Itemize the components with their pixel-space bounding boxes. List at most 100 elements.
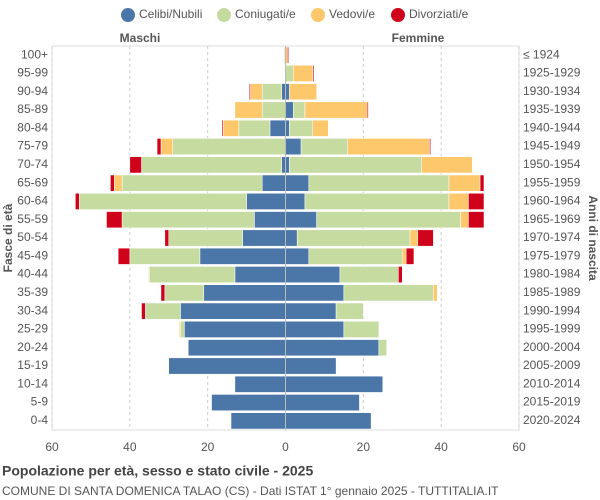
birth-year-label: 2005-2009 bbox=[523, 358, 581, 372]
female-bar bbox=[402, 247, 407, 265]
x-tick-label: 20 bbox=[357, 440, 371, 454]
male-bar bbox=[141, 156, 282, 174]
x-tick-label: 0 bbox=[282, 440, 289, 454]
birth-year-label: 1935-1939 bbox=[523, 102, 581, 116]
birth-year-label: 1945-1949 bbox=[523, 139, 581, 153]
age-label: 35-39 bbox=[17, 285, 48, 299]
male-bar bbox=[184, 321, 286, 338]
birth-year-label: 1980-1984 bbox=[523, 267, 581, 281]
male-bar bbox=[172, 138, 286, 155]
male-bar bbox=[187, 339, 286, 357]
legend-label: Divorziati/e bbox=[409, 7, 469, 21]
female-bar bbox=[285, 357, 337, 375]
male-bar bbox=[261, 83, 282, 101]
male-bar bbox=[156, 138, 162, 155]
female-bar bbox=[285, 284, 345, 302]
male-bar bbox=[180, 302, 286, 320]
male-bar bbox=[117, 247, 131, 265]
male-bar bbox=[281, 83, 286, 101]
female-bar bbox=[339, 266, 399, 283]
female-bar bbox=[285, 119, 290, 137]
female-bar bbox=[285, 412, 372, 430]
male-bar bbox=[75, 193, 80, 210]
female-bar bbox=[468, 211, 485, 229]
female-bar bbox=[308, 174, 450, 192]
legend-marker bbox=[391, 8, 405, 22]
male-bar bbox=[221, 119, 224, 137]
male-bar bbox=[234, 101, 263, 119]
male-bar bbox=[106, 211, 123, 229]
left-label: Maschi bbox=[120, 31, 161, 45]
female-bar bbox=[293, 65, 313, 82]
male-bar bbox=[145, 302, 181, 320]
legend-label: Vedovi/e bbox=[329, 7, 375, 21]
female-bar bbox=[448, 193, 469, 210]
male-bar bbox=[222, 119, 240, 137]
legend-marker bbox=[121, 8, 135, 22]
female-bar bbox=[285, 138, 302, 155]
female-bar bbox=[285, 83, 290, 101]
female-bar bbox=[421, 156, 473, 174]
female-bar bbox=[285, 174, 310, 192]
female-bar bbox=[378, 339, 387, 357]
female-bar bbox=[285, 321, 345, 338]
legend-label: Celibi/Nubili bbox=[139, 7, 202, 21]
age-label: 20-24 bbox=[17, 340, 48, 354]
birth-year-label: 2015-2019 bbox=[523, 395, 581, 409]
female-bar bbox=[285, 193, 306, 210]
female-bar bbox=[289, 83, 317, 101]
male-bar bbox=[261, 174, 286, 192]
female-bar bbox=[285, 266, 341, 283]
birth-year-label: ≤ 1924 bbox=[523, 47, 560, 61]
female-bar bbox=[285, 65, 294, 82]
age-label: 85-89 bbox=[17, 102, 48, 116]
birth-year-label: 1950-1954 bbox=[523, 157, 581, 171]
x-tick-label: 60 bbox=[45, 440, 59, 454]
male-bar bbox=[234, 266, 286, 283]
male-bar bbox=[168, 357, 286, 375]
female-bar bbox=[285, 101, 294, 119]
female-bar bbox=[448, 174, 481, 192]
male-bar bbox=[246, 193, 286, 210]
female-bar bbox=[285, 339, 380, 357]
chart-subtitle: COMUNE DI SANTA DOMENICA TALAO (CS) - Da… bbox=[2, 484, 499, 498]
age-label: 15-19 bbox=[17, 358, 48, 372]
birth-year-label: 1940-1944 bbox=[523, 120, 581, 134]
male-bar bbox=[179, 321, 181, 338]
age-label: 95-99 bbox=[17, 66, 48, 80]
female-bar bbox=[405, 247, 415, 265]
female-bar bbox=[285, 375, 384, 393]
male-bar bbox=[249, 83, 251, 101]
female-bar bbox=[304, 101, 368, 119]
female-bar bbox=[296, 229, 411, 247]
male-bar bbox=[164, 229, 170, 247]
male-bar bbox=[180, 321, 185, 338]
female-bar bbox=[285, 211, 317, 229]
female-bar bbox=[479, 174, 485, 192]
female-bar bbox=[285, 302, 337, 320]
female-bar bbox=[312, 65, 315, 82]
female-bar bbox=[312, 119, 329, 137]
female-bar bbox=[335, 302, 364, 320]
birth-year-label: 1985-1989 bbox=[523, 285, 581, 299]
age-label: 0-4 bbox=[31, 413, 49, 427]
female-bar bbox=[460, 211, 469, 229]
female-bar bbox=[316, 211, 461, 229]
male-bar bbox=[121, 211, 255, 229]
male-bar bbox=[148, 266, 150, 283]
female-bar bbox=[433, 284, 438, 302]
birth-year-label: 1955-1959 bbox=[523, 175, 581, 189]
y2-axis-title: Anni di nascita bbox=[586, 195, 600, 281]
female-bar bbox=[289, 156, 422, 174]
male-bar bbox=[254, 211, 286, 229]
female-bar bbox=[347, 138, 430, 155]
male-bar bbox=[168, 229, 243, 247]
female-bar bbox=[409, 229, 419, 247]
female-bar bbox=[293, 101, 306, 119]
male-bar bbox=[121, 174, 263, 192]
male-bar bbox=[234, 375, 286, 393]
age-label: 10-14 bbox=[17, 376, 48, 390]
y-axis-title: Fasce di età bbox=[1, 203, 15, 272]
age-label: 65-69 bbox=[17, 175, 48, 189]
